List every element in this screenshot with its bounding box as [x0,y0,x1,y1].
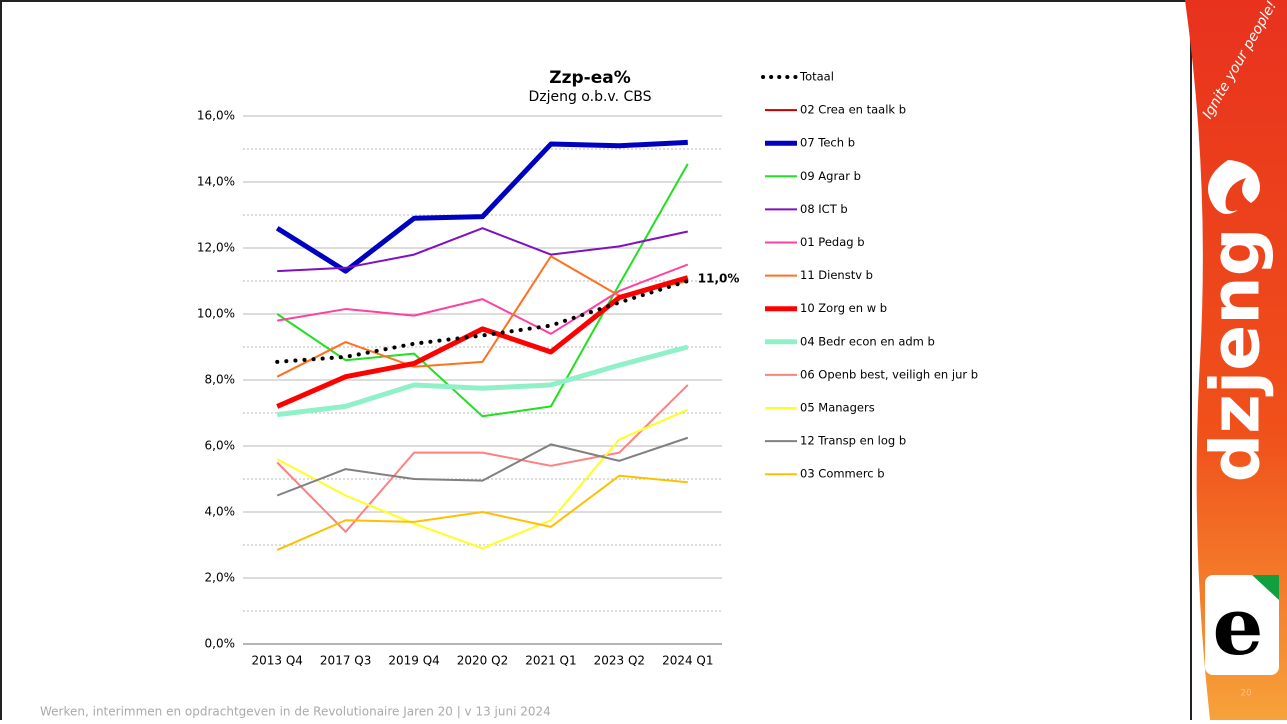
logo: dzjeng [1197,228,1276,483]
e-logo-box [1205,575,1279,675]
legend-label: 02 Crea en taalk b [800,103,906,117]
y-tick-label: 0,0% [205,637,236,651]
series-line [277,227,688,273]
x-tick-label: 2021 Q1 [525,654,576,668]
y-tick-label: 8,0% [205,373,236,387]
series-line [276,163,689,418]
flame-icon [1208,160,1260,214]
x-tick-label: 2024 Q1 [662,654,713,668]
series-line [276,384,689,533]
x-tick-label: 2023 Q2 [594,654,645,668]
series-line [276,344,689,418]
legend-label: 12 Transp en log b [800,434,906,448]
legend-label: 09 Agrar b [800,169,861,183]
legend-label: 04 Bedr econ en adm b [800,334,935,348]
series-line [276,474,688,551]
legend-label: 06 Openb best, veiligh en jur b [800,367,978,381]
y-tick-label: 10,0% [197,307,235,321]
legend-label: 03 Commerc b [800,467,885,481]
legend-label: 10 Zorg en w b [800,301,887,315]
e-logo: e [1213,579,1264,673]
value-label: 11,0% [698,272,740,286]
chart-title: Zzp-ea% [549,68,630,88]
slide-frame [0,0,1192,724]
y-tick-label: 6,0% [205,439,236,453]
y-tick-label: 2,0% [205,571,236,585]
legend-label: 01 Pedag b [800,235,865,249]
x-tick-label: 2019 Q4 [388,654,439,668]
y-tick-label: 4,0% [205,505,236,519]
chart-subtitle: Dzjeng o.b.v. CBS [528,89,651,105]
x-tick-label: 2020 Q2 [457,654,508,668]
series-line [276,436,689,497]
series-line [275,139,688,274]
legend-label: Totaal [799,70,834,84]
y-tick-label: 12,0% [197,241,235,255]
series-line [277,263,689,335]
series-line [276,275,689,409]
x-tick-label: 2017 Q3 [320,654,371,668]
series-line [276,408,689,550]
page-number: 20 [1240,689,1252,699]
legend-label: 08 ICT b [800,202,848,216]
footer: Werken, interimmen en opdrachtgeven in d… [40,705,551,719]
legend-label: 11 Dienstv b [800,268,873,282]
legend-label: 07 Tech b [800,136,855,150]
y-tick-label: 16,0% [197,109,235,123]
e-logo-corner [1252,575,1279,600]
legend-label: 05 Managers [800,401,875,415]
y-tick-label: 14,0% [197,175,235,189]
x-tick-label: 2013 Q4 [251,654,302,668]
series-line [276,255,688,378]
